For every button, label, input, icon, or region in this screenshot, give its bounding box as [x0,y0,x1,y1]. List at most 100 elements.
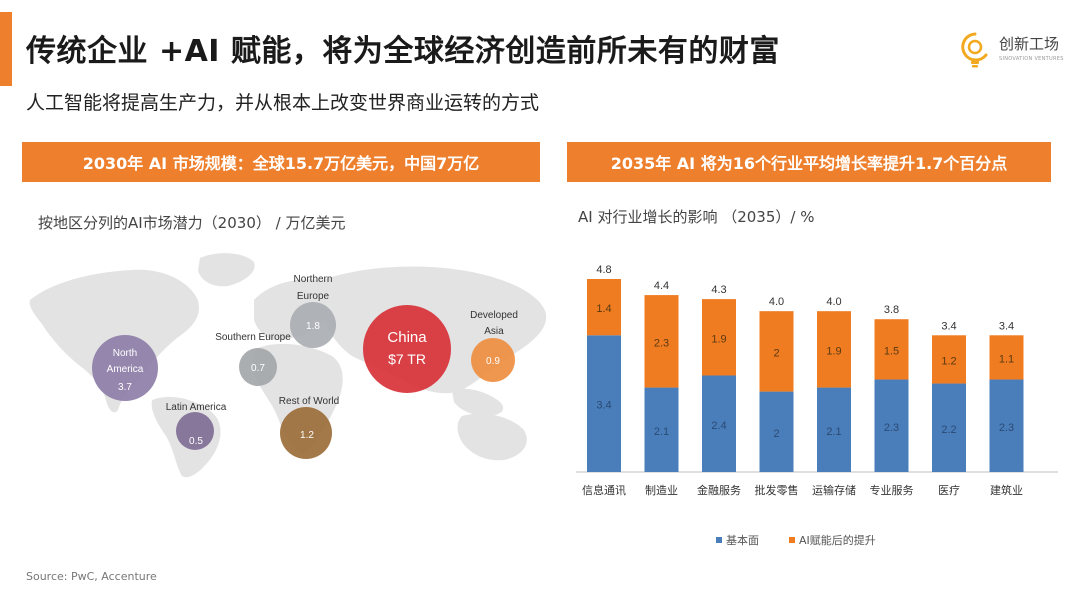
bar-uplift-label: 1.1 [999,353,1014,365]
bar-base-label: 2.2 [941,424,956,436]
region-name: Northern Europe [294,274,333,302]
region-bubble [363,305,451,393]
bar-group: 2.3 1.1 3.4 建筑业 [989,320,1024,497]
bar-base-label: 3.4 [596,400,611,412]
region-value: 0.5 [189,436,203,447]
bar-series: 3.41.44.8信息通讯2.12.34.4制造业2.41.94.3金融服务22… [576,264,1058,497]
source-note: Source: PwC, Accenture [26,570,157,583]
region-bubble [471,338,515,382]
bar-base-label: 2 [773,428,779,440]
bar-base-label: 2.3 [999,422,1014,434]
continent-southeast-asia [452,388,504,416]
region-value: 0.9 [486,356,500,367]
legend-swatch-uplift [789,537,795,543]
bar-base [759,391,794,472]
bar-base-label: 2.1 [826,426,841,438]
region-northern-europe: Northern Europe 1.8 [290,274,336,348]
map-label: 按地区分列的AI市场潜力（2030） / 万亿美元 [38,214,346,232]
bar-group: 2.3 1.5 3.8 专业服务 [870,304,914,497]
bar-uplift [702,299,736,376]
bar-group: 2.2 1.2 3.4 医疗 [932,320,966,497]
page-title: 传统企业 +AI 赋能，将为全球经济创造前所未有的财富 [26,34,780,69]
region-latin-america: Latin America 0.5 [166,402,227,450]
bar-uplift [587,279,621,336]
category-label: 医疗 [938,483,960,497]
region-value: 1.2 [300,430,314,441]
bar-group: 2 2 4.0 批发零售 [755,296,799,497]
logo: 创新工场 SINOVATION VENTURES [955,24,1067,72]
title-accent-bar [0,12,12,86]
region-southern-europe: Southern Europe 0.7 [215,332,291,386]
bar-uplift [932,335,966,384]
bar-uplift [817,311,851,388]
category-label: 制造业 [645,483,678,497]
bar-base-label: 2.4 [711,420,726,432]
region-rest-of-world: Rest of World 1.2 [279,396,339,459]
bar-base [587,335,621,472]
bar-uplift-label: 1.4 [596,303,611,315]
region-value: 1.8 [306,321,320,332]
bar-group: 2.1 1.9 4.0 运输存储 [812,296,856,497]
region-name: China [387,329,427,346]
bar-uplift [644,295,679,388]
chart-title: AI 对行业增长的影响 （2035）/ % [578,208,815,226]
region-north-america: North America 3.7 [92,335,158,401]
region-bubble [290,302,336,348]
bar-uplift-label: 1.9 [711,333,726,345]
category-label: 批发零售 [755,483,799,497]
region-bubble [92,335,158,401]
bar-group: 2.4 1.9 4.3 金融服务 [697,284,741,497]
category-label: 信息通讯 [582,483,626,497]
region-name: Rest of World [279,396,339,407]
bar-uplift-label: 1.5 [884,345,899,357]
bar-base [989,379,1024,472]
bar-uplift [759,311,794,392]
bar-total-label: 3.4 [999,320,1014,332]
bar-total-label: 3.8 [884,304,899,316]
category-label: 建筑业 [990,483,1023,497]
region-name: North America [107,348,144,375]
region-bubble [176,412,214,450]
bar-total-label: 4.8 [596,264,611,276]
region-bubble [280,407,332,459]
continent-greenland [198,253,255,287]
bar-uplift [874,319,909,380]
bar-base [817,387,851,472]
bar-base-label: 2.1 [654,426,669,438]
logo-subtitle: SINOVATION VENTURES [999,56,1064,62]
chart-legend: 基本面 AI赋能后的提升 [716,532,876,548]
legend-swatch-base [716,537,722,543]
bar-total-label: 4.0 [769,296,784,308]
bar-group: 3.4 1.4 4.8 信息通讯 [582,264,626,497]
world-map: North America 3.7 Latin America 0.5 Southern … [29,253,547,478]
region-name: Developed Asia [470,310,518,337]
category-label: 专业服务 [870,483,914,497]
bar-group: 2.1 2.3 4.4 制造业 [644,280,679,497]
bar-base-label: 2.3 [884,422,899,434]
region-bubble [239,348,277,386]
region-value: $7 TR [388,351,426,367]
banner-market-size: 2030年 AI 市场规模：全球15.7万亿美元，中国7万亿 [22,142,540,182]
region-value: 0.7 [251,363,265,374]
bar-base [644,387,679,472]
bar-uplift [989,335,1024,380]
legend-label-uplift: AI赋能后的提升 [799,534,876,547]
bar-total-label: 4.3 [711,284,726,296]
bar-base [932,383,966,472]
bar-uplift-label: 2 [773,347,779,359]
bar-base [874,379,909,472]
logo-name: 创新工场 [999,35,1060,53]
bar-total-label: 3.4 [941,320,956,332]
bar-total-label: 4.4 [654,280,669,292]
region-value: 3.7 [118,382,132,393]
region-china: China $7 TR [363,305,451,393]
category-label: 金融服务 [697,483,741,497]
continent-australia [457,413,527,461]
page-subtitle: 人工智能将提高生产力，并从根本上改变世界商业运转的方式 [26,92,540,114]
legend-label-base: 基本面 [726,534,759,547]
bar-uplift-label: 1.2 [941,355,956,367]
legend-item-base: 基本面 [716,532,759,548]
lightbulb-logo-icon [961,32,988,68]
bar-uplift-label: 1.9 [826,345,841,357]
region-bubbles: North America 3.7 Latin America 0.5 Southern … [92,274,518,459]
